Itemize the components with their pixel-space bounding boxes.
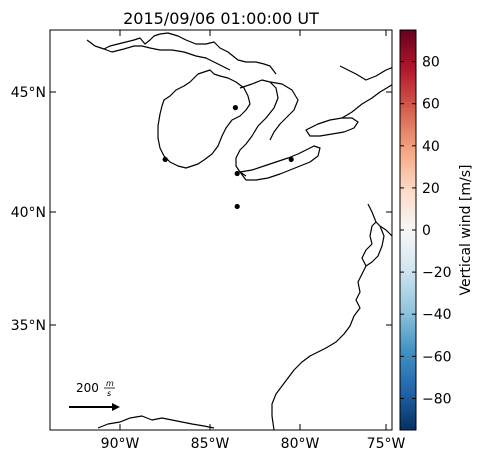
scale-arrow: 200 m s [69,379,120,411]
colorbar-tick-label: 20 [422,181,440,197]
map-frame [49,29,393,431]
colorbar-tick-label: 80 [422,55,440,71]
scale-arrow-unit-num: m [106,379,114,388]
colorbar-tick-label: −40 [422,307,452,323]
site-marker [234,203,240,210]
lon-label-75w: 75°W [367,436,406,452]
lon-label-80w: 80°W [281,436,320,452]
colorbar-tick-label: −60 [422,349,452,365]
lon-label-90w: 90°W [101,436,140,452]
site-marker [234,170,240,177]
colorbar-tick-label: 40 [422,139,440,155]
lon-label-85w: 85°W [191,436,230,452]
lake-huron-shoreline [235,79,279,177]
map-ticks [50,30,392,430]
georgian-bay-shoreline [269,81,299,141]
colorbar-tick-label: −80 [422,391,452,407]
lat-label-45: 45°N [11,85,46,101]
site-marker [288,156,294,163]
lake-erie-shoreline [239,145,321,181]
scale-arrow-value: 200 [76,381,99,395]
colorbar-tick-label: 60 [422,97,440,113]
scale-arrow-head [112,403,120,411]
lake-superior-shoreline [86,32,277,75]
map-panel: 200 m s 45°N 40°N 35°N 90°W 85°W 80°W 75… [11,29,406,452]
site-markers [162,105,294,210]
northeast-shoreline-upper [339,65,392,81]
lat-label-35: 35°N [11,318,46,334]
colorbar-ticks: 80 60 40 20 0 −20 −40 −60 −80 [400,55,452,407]
chesapeake-shoreline [365,203,385,267]
lake-ontario-shoreline [305,117,359,137]
keweenaw-shoreline [103,45,231,71]
lake-michigan-shoreline [157,69,251,169]
colorbar-label: Vertical wind [m/s] [458,165,474,296]
scale-arrow-unit-den: s [107,389,111,398]
site-marker [232,105,238,111]
site-marker [162,156,168,163]
map-background [50,30,392,430]
map-title: 2015/09/06 01:00:00 UT [123,9,319,28]
colorbar-tick-label: 0 [422,223,431,239]
gulf-shoreline [97,415,215,429]
atlantic-shoreline [271,221,392,430]
st-lawrence-shoreline [341,83,392,119]
lat-label-40: 40°N [11,205,46,221]
colorbar: 80 60 40 20 0 −20 −40 −60 −80 Vertical wind [m/s… [399,29,474,431]
colorbar-tick-label: −20 [422,265,452,281]
